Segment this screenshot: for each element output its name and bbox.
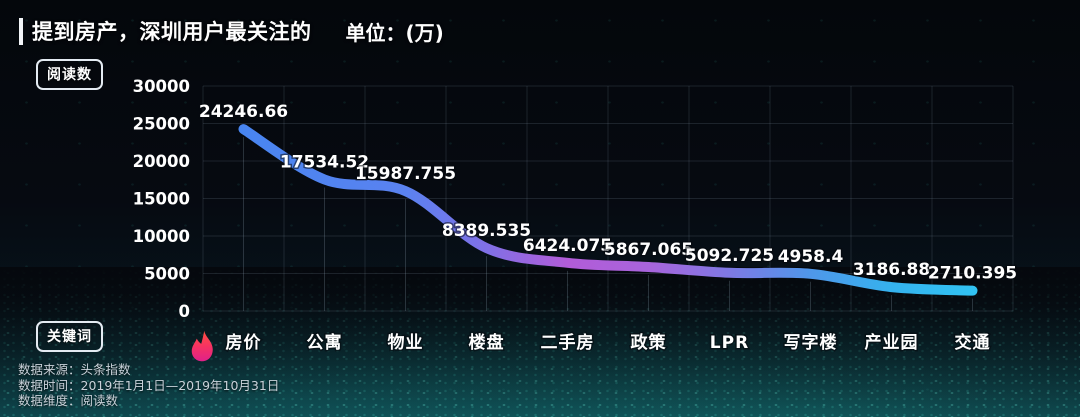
ytick-label: 30000 — [133, 77, 190, 96]
category-label: 写字楼 — [784, 332, 838, 353]
value-label: 6424.075 — [523, 236, 612, 256]
ytick-label: 10000 — [133, 227, 190, 246]
ytick-label: 5000 — [144, 265, 190, 284]
value-label: 5092.725 — [685, 246, 774, 266]
data-dimension: 数据维度：阅读数 — [18, 393, 119, 408]
value-label: 24246.66 — [199, 102, 288, 122]
data-period: 数据时间：2019年1月1日—2019年10月31日 — [18, 377, 280, 393]
category-label: 二手房 — [541, 332, 595, 353]
y-axis-badge: 阅读数 — [36, 59, 103, 90]
category-label: 交通 — [955, 332, 991, 353]
y-axis-ticks: 0 5000 10000 15000 20000 25000 30000 — [133, 77, 190, 321]
unit-label: 单位：(万) — [345, 20, 444, 45]
value-label: 4958.4 — [778, 247, 844, 267]
ytick-label: 15000 — [133, 190, 190, 209]
category-label: 政策 — [631, 332, 667, 353]
category-label: 楼盘 — [469, 332, 505, 353]
page-title: 提到房产，深圳用户最关注的 — [32, 20, 312, 44]
value-label: 17534.52 — [280, 152, 369, 172]
category-label: 公寓 — [307, 332, 343, 353]
footer-meta: 数据来源：头条指数 数据时间：2019年1月1日—2019年10月31日 数据维… — [18, 362, 279, 409]
ytick-label: 0 — [179, 302, 190, 321]
value-label: 8389.535 — [442, 221, 531, 241]
value-label: 3186.88 — [853, 260, 930, 280]
data-source: 数据来源：头条指数 — [18, 362, 131, 377]
ytick-label: 25000 — [133, 115, 190, 134]
category-label: LPR — [710, 333, 749, 353]
flame-icon — [191, 330, 213, 362]
value-label: 5867.065 — [604, 240, 693, 260]
value-label: 2710.395 — [928, 264, 1017, 284]
x-axis-badge: 关键词 — [36, 321, 103, 352]
title-accent-bar — [19, 17, 23, 45]
page-title-row: 提到房产，深圳用户最关注的 单位：(万) — [19, 16, 444, 46]
category-label: 产业园 — [865, 332, 919, 353]
value-label: 15987.755 — [355, 164, 456, 184]
category-label: 房价 — [226, 332, 262, 353]
ytick-label: 20000 — [133, 152, 190, 171]
x-axis-labels: 房价 公寓 物业 楼盘 二手房 政策 LPR 写字楼 产业园 交通 — [224, 331, 991, 355]
category-label: 物业 — [388, 332, 424, 353]
